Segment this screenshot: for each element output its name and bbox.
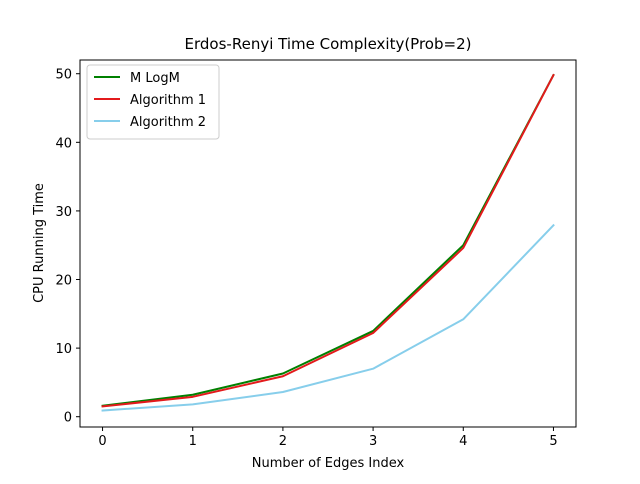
x-tick-label: 1 xyxy=(189,434,197,449)
y-tick-label: 0 xyxy=(64,411,72,426)
series-line-1 xyxy=(101,73,555,407)
x-axis-label: Number of Edges Index xyxy=(252,456,405,471)
series-line-2 xyxy=(101,73,555,408)
legend: M LogM Algorithm 1 Algorithm 2 xyxy=(86,64,220,140)
x-tick-label: 2 xyxy=(279,434,287,449)
x-tick-label: 5 xyxy=(549,434,557,449)
y-tick-label: 10 xyxy=(55,342,72,357)
y-tick-label: 30 xyxy=(55,205,72,220)
series-line-3 xyxy=(101,223,555,412)
x-tick-label: 0 xyxy=(98,434,106,449)
legend-label-3: Algorithm 2 xyxy=(130,115,206,130)
y-tick-label: 20 xyxy=(55,274,72,289)
y-axis-label: CPU Running Time xyxy=(32,183,47,303)
chart-title: Erdos-Renyi Time Complexity(Prob=2) xyxy=(185,35,472,53)
y-tick-label: 40 xyxy=(55,136,72,151)
legend-label-1: M LogM xyxy=(130,71,180,86)
x-tick-label: 3 xyxy=(369,434,377,449)
y-tick-label: 50 xyxy=(55,68,72,83)
legend-label-2: Algorithm 1 xyxy=(130,93,206,108)
axes-frame xyxy=(79,59,577,428)
x-tick-label: 4 xyxy=(459,434,467,449)
